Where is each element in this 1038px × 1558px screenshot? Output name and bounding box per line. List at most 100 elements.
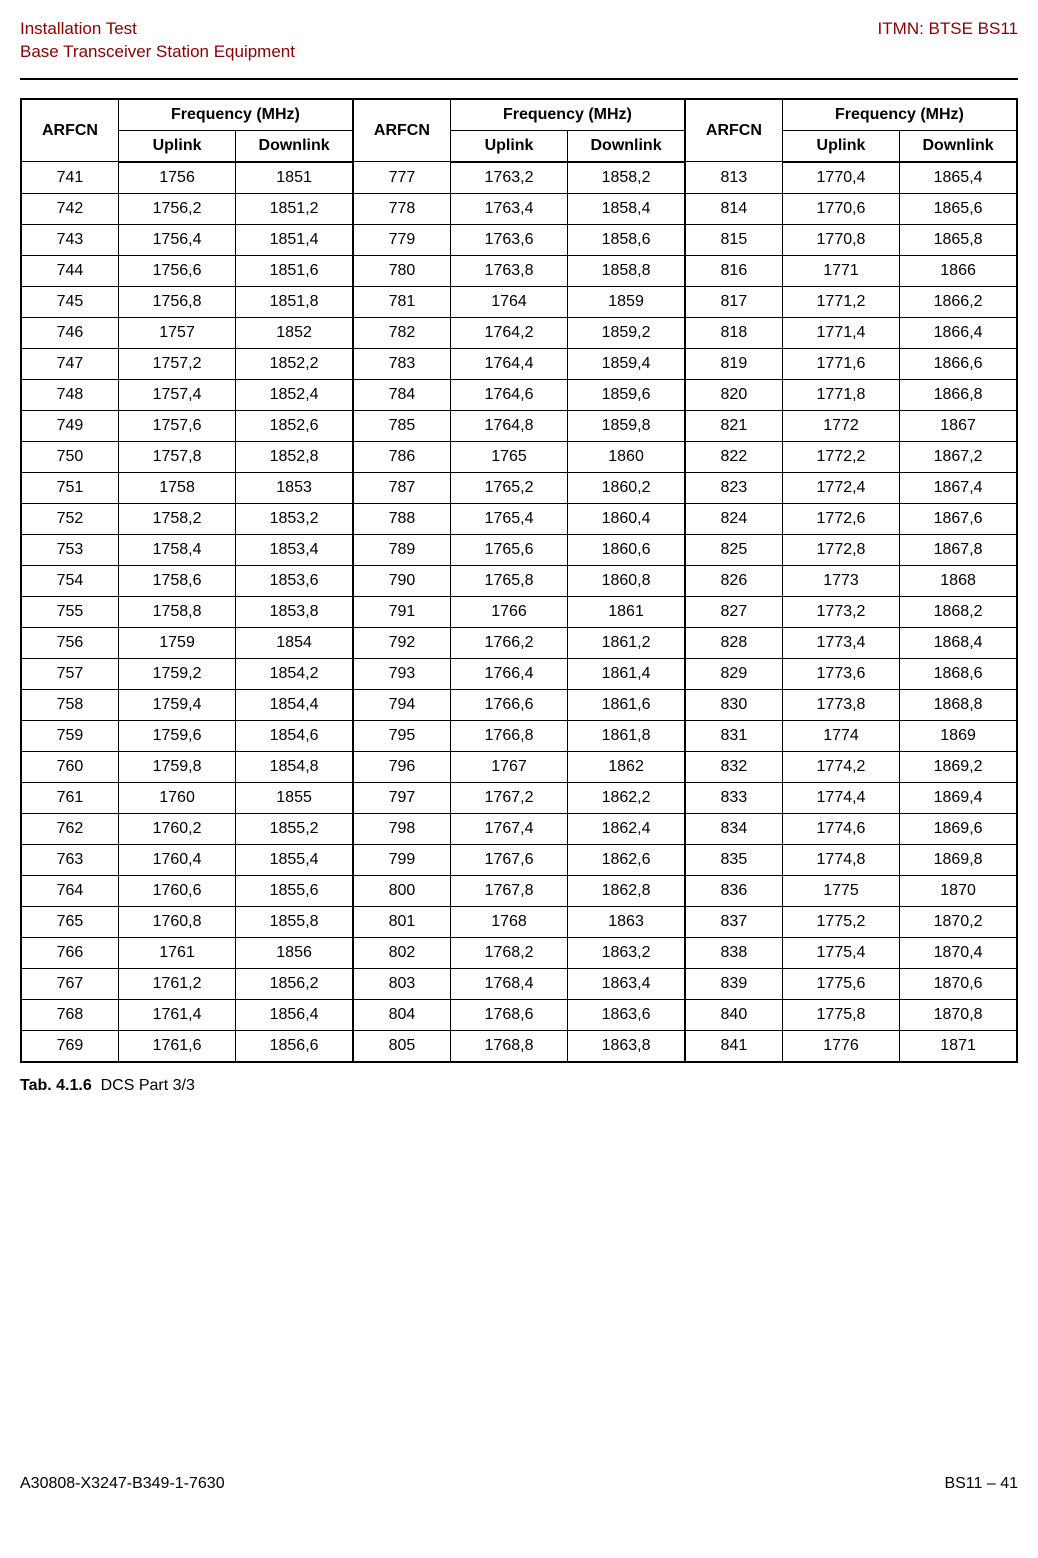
table-cell: 1761,2 [118, 968, 235, 999]
table-cell: 777 [353, 162, 450, 194]
table-cell: 1772,4 [782, 472, 899, 503]
table-cell: 1865,8 [900, 224, 1017, 255]
footer-right: BS11 – 41 [944, 1475, 1018, 1493]
table-cell: 784 [353, 379, 450, 410]
table-cell: 1771,4 [782, 317, 899, 348]
table-cell: 1773,6 [782, 658, 899, 689]
table-cell: 815 [685, 224, 782, 255]
table-cell: 1851,8 [236, 286, 353, 317]
table-cell: 1756,8 [118, 286, 235, 317]
table-cell: 1869,8 [900, 844, 1017, 875]
table-cell: 750 [21, 441, 118, 472]
table-cell: 1851,4 [236, 224, 353, 255]
table-cell: 817 [685, 286, 782, 317]
table-cell: 1774,8 [782, 844, 899, 875]
table-cell: 789 [353, 534, 450, 565]
table-row: 7591759,61854,67951766,81861,88311774186… [21, 720, 1017, 751]
col-arfcn-1: ARFCN [21, 99, 118, 162]
table-cell: 743 [21, 224, 118, 255]
table-cell: 769 [21, 1030, 118, 1062]
table-cell: 1767,6 [450, 844, 567, 875]
table-cell: 1773,2 [782, 596, 899, 627]
table-cell: 788 [353, 503, 450, 534]
table-row: 766176118568021768,21863,28381775,41870,… [21, 937, 1017, 968]
table-cell: 1767,2 [450, 782, 567, 813]
header-right-line1: ITMN: BTSE BS11 [878, 18, 1018, 41]
table-cell: 745 [21, 286, 118, 317]
table-cell: 754 [21, 565, 118, 596]
table-cell: 1765,6 [450, 534, 567, 565]
header-left-line2: Base Transceiver Station Equipment [20, 41, 295, 64]
table-cell: 1766,8 [450, 720, 567, 751]
table-cell: 782 [353, 317, 450, 348]
table-cell: 1860,8 [568, 565, 685, 596]
table-cell: 814 [685, 193, 782, 224]
page: Installation Test Base Transceiver Stati… [0, 0, 1038, 1523]
table-cell: 1862,6 [568, 844, 685, 875]
table-cell: 1859,8 [568, 410, 685, 441]
table-cell: 790 [353, 565, 450, 596]
table-cell: 838 [685, 937, 782, 968]
table-cell: 1861,4 [568, 658, 685, 689]
table-cell: 1861,2 [568, 627, 685, 658]
table-cell: 1861 [568, 596, 685, 627]
table-cell: 841 [685, 1030, 782, 1062]
table-cell: 1870,6 [900, 968, 1017, 999]
header-left: Installation Test Base Transceiver Stati… [20, 18, 295, 64]
table-row: 7431756,41851,47791763,61858,68151770,81… [21, 224, 1017, 255]
table-cell: 1859,4 [568, 348, 685, 379]
table-cell: 1851,6 [236, 255, 353, 286]
table-body: 741175618517771763,21858,28131770,41865,… [21, 162, 1017, 1062]
table-cell: 1756,6 [118, 255, 235, 286]
table-cell: 798 [353, 813, 450, 844]
table-cell: 1861,6 [568, 689, 685, 720]
table-cell: 1767,8 [450, 875, 567, 906]
table-cell: 1765 [450, 441, 567, 472]
table-cell: 1852,2 [236, 348, 353, 379]
table-cell: 1862,4 [568, 813, 685, 844]
table-cell: 829 [685, 658, 782, 689]
table-cell: 1866,2 [900, 286, 1017, 317]
table-cell: 1768 [450, 906, 567, 937]
table-cell: 1773,4 [782, 627, 899, 658]
table-cell: 1860,6 [568, 534, 685, 565]
table-cell: 1861,8 [568, 720, 685, 751]
table-header-row-1: ARFCN Frequency (MHz) ARFCN Frequency (M… [21, 99, 1017, 131]
page-footer: A30808-X3247-B349-1-7630 BS11 – 41 [20, 1475, 1018, 1493]
table-cell: 747 [21, 348, 118, 379]
table-cell: 1765,4 [450, 503, 567, 534]
table-cell: 1764,4 [450, 348, 567, 379]
col-downlink-3: Downlink [900, 130, 1017, 162]
col-freq-3: Frequency (MHz) [782, 99, 1017, 131]
table-row: 7451756,81851,8781176418598171771,21866,… [21, 286, 1017, 317]
table-cell: 1765,2 [450, 472, 567, 503]
table-cell: 1870 [900, 875, 1017, 906]
table-cell: 768 [21, 999, 118, 1030]
table-cell: 833 [685, 782, 782, 813]
table-cell: 1770,4 [782, 162, 899, 194]
table-cell: 1855 [236, 782, 353, 813]
table-cell: 1859 [568, 286, 685, 317]
table-cell: 767 [21, 968, 118, 999]
table-cell: 1863,6 [568, 999, 685, 1030]
table-cell: 1770,6 [782, 193, 899, 224]
table-cell: 1757,2 [118, 348, 235, 379]
table-cell: 1774,6 [782, 813, 899, 844]
table-cell: 1759,2 [118, 658, 235, 689]
table-cell: 1757,6 [118, 410, 235, 441]
table-cell: 804 [353, 999, 450, 1030]
table-cell: 1766 [450, 596, 567, 627]
col-downlink-2: Downlink [568, 130, 685, 162]
table-cell: 1860 [568, 441, 685, 472]
header-right: ITMN: BTSE BS11 [878, 18, 1018, 41]
table-cell: 1756,2 [118, 193, 235, 224]
table-cell: 1768,2 [450, 937, 567, 968]
table-cell: 749 [21, 410, 118, 441]
table-cell: 1854,2 [236, 658, 353, 689]
table-cell: 816 [685, 255, 782, 286]
table-cell: 1868,6 [900, 658, 1017, 689]
table-cell: 753 [21, 534, 118, 565]
table-cell: 1856,6 [236, 1030, 353, 1062]
table-cell: 1764,8 [450, 410, 567, 441]
table-cell: 1858,4 [568, 193, 685, 224]
